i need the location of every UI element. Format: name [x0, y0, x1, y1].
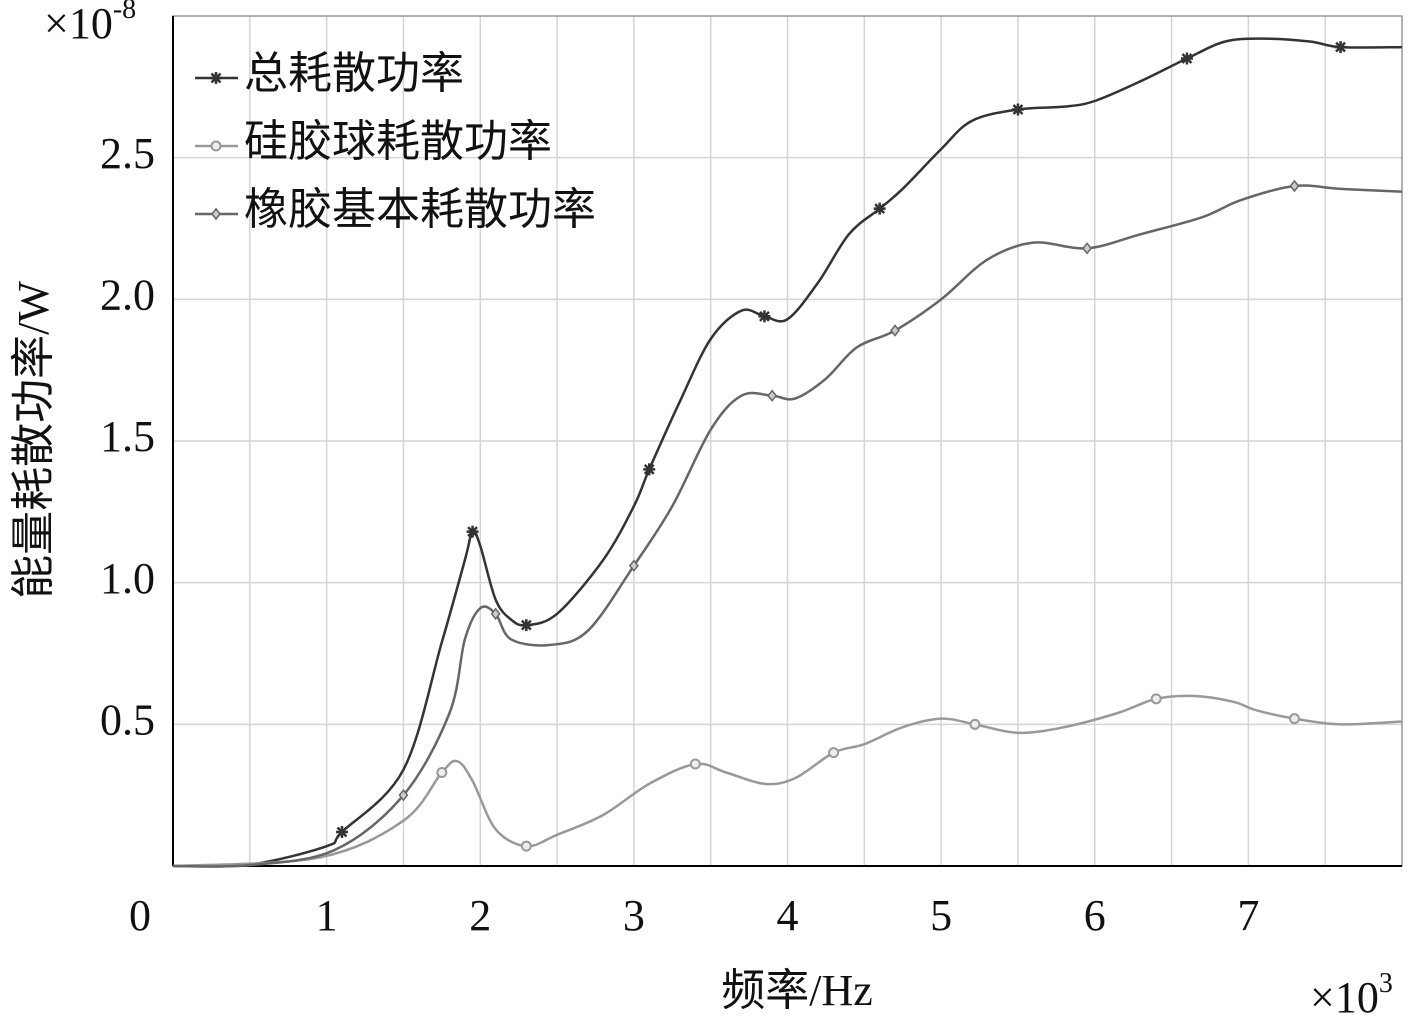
x-tick-label: 4: [777, 891, 799, 940]
x-tick-label: 2: [469, 891, 491, 940]
marker: [969, 718, 981, 730]
marker: [520, 840, 532, 852]
y-tick-label: 0.5: [100, 695, 155, 744]
marker: [1180, 52, 1193, 65]
marker: [490, 607, 501, 621]
x-tick-label: 3: [623, 891, 645, 940]
marker: [210, 140, 222, 152]
marker: [758, 310, 771, 323]
marker: [767, 389, 778, 402]
y-multiplier: ×10-8: [44, 0, 136, 48]
multiplier-base: ×10: [1310, 973, 1379, 1022]
y-tick-label: 1.0: [100, 554, 155, 603]
marker: [520, 619, 533, 632]
x-tick-label: 1: [316, 891, 338, 940]
x-tick-label: 5: [930, 891, 952, 940]
x-tick-label: 6: [1084, 891, 1106, 940]
series-line: [172, 694, 1403, 868]
marker: [890, 324, 900, 337]
marker: [466, 525, 479, 538]
marker: [1334, 41, 1347, 54]
y-tick-label: 2.0: [100, 270, 155, 319]
marker: [1289, 179, 1300, 193]
marker: [628, 559, 639, 572]
y-tick-label: 1.5: [100, 412, 155, 461]
marker: [211, 207, 221, 221]
marker: [689, 758, 701, 770]
x-tick-label: 0: [129, 891, 151, 940]
multiplier-base: ×10: [44, 0, 113, 48]
legend-label: 橡胶基本耗散功率: [244, 185, 596, 234]
series-line: [172, 37, 1403, 868]
series-line: [172, 184, 1403, 868]
marker: [643, 463, 656, 476]
marker: [1011, 103, 1024, 116]
multiplier-exponent: 3: [1379, 968, 1393, 999]
marker: [828, 747, 840, 759]
y-axis-label: 能量耗散功率/W: [9, 281, 58, 599]
marker: [398, 788, 409, 802]
marker: [1150, 693, 1162, 705]
y-tick-label: 2.5: [100, 129, 155, 178]
x-tick-label: 7: [1237, 891, 1259, 940]
marker: [1288, 713, 1300, 725]
multiplier-exponent: -8: [113, 0, 136, 25]
marker: [1082, 242, 1093, 255]
x-multiplier: ×103: [1310, 968, 1393, 1022]
legend-label: 硅胶球耗散功率: [244, 117, 552, 166]
x-axis-label: 频率/Hz: [721, 966, 873, 1015]
marker: [335, 826, 348, 838]
legend-label: 总耗散功率: [244, 49, 464, 98]
marker: [210, 72, 222, 84]
marker: [873, 202, 886, 215]
marker: [436, 767, 448, 778]
